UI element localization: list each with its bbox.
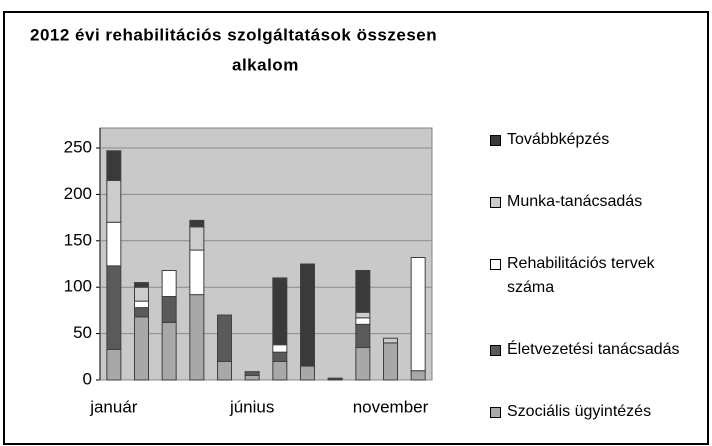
x-tick-label: június <box>229 397 274 416</box>
legend-label: Továbbképzés <box>507 131 610 148</box>
bar-segment <box>106 150 122 181</box>
legend-item: Rehabilitációs tervek száma <box>490 252 706 300</box>
legend-label: Munka-tanácsadás <box>507 193 643 210</box>
legend-label: Rehabilitációs tervek száma <box>507 255 655 296</box>
bar-segment <box>134 282 149 288</box>
legend-swatch <box>490 197 501 208</box>
bar-segment <box>355 347 371 381</box>
bar-segment <box>355 311 371 319</box>
bar-segment <box>300 263 315 367</box>
bar-segment <box>189 219 205 228</box>
bar-segment <box>355 317 371 325</box>
legend-swatch <box>490 259 501 270</box>
bar-segment <box>189 249 205 296</box>
bar-segment <box>410 257 426 372</box>
bar-segment <box>300 365 315 381</box>
bar-segment <box>161 269 177 297</box>
y-tick-label: 250 <box>64 137 92 156</box>
bar-segment <box>217 314 232 362</box>
bar-segment <box>410 370 426 381</box>
legend-item: Életvezetési tanácsadás <box>490 338 706 362</box>
bar-segment <box>161 295 177 323</box>
legend-swatch <box>490 345 501 356</box>
bar-segment <box>106 265 122 350</box>
bar-segment <box>134 286 149 302</box>
chart-title: alkalom <box>232 55 299 74</box>
legend-item: Szociális ügyintézés <box>490 400 706 424</box>
bar-segment <box>355 269 371 313</box>
frame <box>3 11 709 445</box>
bar-segment <box>383 337 398 344</box>
legend-label: Szociális ügyintézés <box>507 403 652 420</box>
legend-item: Továbbképzés <box>490 128 706 152</box>
bar-segment <box>383 342 398 381</box>
bar-segment <box>134 307 149 318</box>
bar-segment <box>134 300 149 309</box>
y-tick-label: 100 <box>64 277 92 296</box>
legend: Továbbképzés Munka-tanácsadás Rehabilitáci… <box>490 128 706 424</box>
legend-swatch <box>490 135 501 146</box>
chart-title: 2012 évi rehabilitációs szolgáltatások ö… <box>30 25 437 44</box>
bar-segment <box>217 360 232 381</box>
bar-segment <box>272 277 288 346</box>
bar-segment <box>106 221 122 267</box>
y-tick-label: 200 <box>64 184 92 203</box>
bar-segment <box>106 348 122 381</box>
y-tick-label: 50 <box>73 323 92 342</box>
bar-segment <box>327 377 343 380</box>
y-tick-label: 0 <box>83 369 92 388</box>
legend-item: Munka-tanácsadás <box>490 190 706 214</box>
bar-segment <box>272 360 288 381</box>
legend-swatch <box>490 407 501 418</box>
bar-segment <box>134 316 149 381</box>
plot-area <box>99 127 433 381</box>
bar-segment <box>189 226 205 251</box>
bar-segment <box>161 321 177 381</box>
x-tick-label: november <box>353 397 429 416</box>
bar-segment <box>355 323 371 349</box>
x-tick-label: január <box>89 397 138 416</box>
bar-segment <box>244 374 260 381</box>
bar-segment <box>272 351 288 362</box>
bar-segment <box>244 371 260 376</box>
y-tick-label: 150 <box>64 230 92 249</box>
bar-segment <box>272 344 288 353</box>
legend-label: Életvezetési tanácsadás <box>507 341 680 358</box>
bar-segment <box>106 179 122 223</box>
bar-segment <box>189 294 205 381</box>
